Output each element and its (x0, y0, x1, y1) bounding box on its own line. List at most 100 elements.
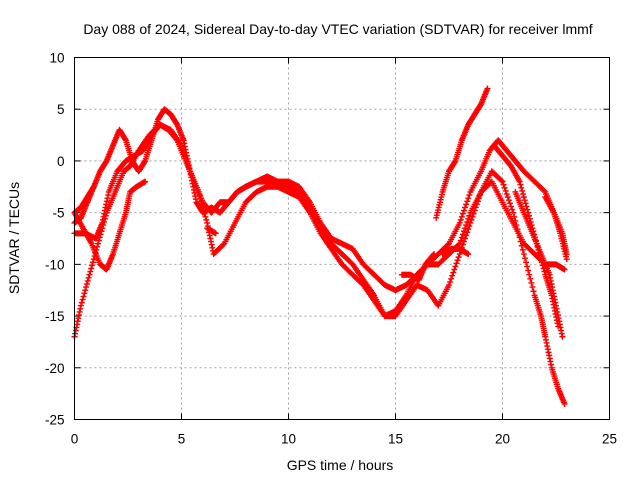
data-point (81, 290, 88, 297)
data-point (541, 187, 548, 194)
data-point (448, 275, 455, 282)
data-point (466, 223, 473, 230)
data-point (499, 178, 506, 185)
series-track-12 (542, 194, 570, 263)
data-point (563, 256, 570, 263)
data-point (456, 251, 463, 258)
data-point (463, 222, 470, 229)
series-track-2 (71, 106, 570, 294)
data-point (522, 200, 529, 207)
data-point (505, 197, 512, 204)
data-point (89, 262, 96, 269)
data-point (519, 187, 526, 194)
axis-ticks (74, 57, 610, 420)
data-point (449, 272, 456, 279)
data-point (455, 254, 462, 261)
data-point (460, 238, 467, 245)
data-points (71, 85, 570, 407)
data-point (90, 256, 97, 263)
x-tick-label: 5 (178, 432, 186, 447)
data-point (520, 251, 527, 258)
data-point (519, 246, 526, 253)
data-point (444, 241, 451, 248)
data-point (452, 263, 459, 270)
x-axis-label: GPS time / hours (287, 457, 394, 473)
data-point (464, 229, 471, 236)
data-point (469, 213, 476, 220)
data-point (517, 181, 524, 188)
data-point (521, 197, 528, 204)
data-point (173, 136, 180, 143)
data-point (516, 178, 523, 185)
y-tick-label: 10 (49, 51, 64, 66)
data-point (502, 187, 509, 194)
data-point (498, 177, 505, 184)
data-point (466, 212, 473, 219)
series-track-8 (398, 251, 438, 283)
data-point (521, 255, 528, 262)
data-point (465, 251, 472, 258)
data-point (464, 218, 471, 225)
data-point (453, 260, 460, 267)
data-point (518, 184, 525, 191)
data-point (465, 215, 472, 222)
data-point (446, 282, 452, 289)
data-point (451, 266, 458, 273)
data-point (509, 206, 516, 213)
data-point (524, 206, 531, 213)
data-point (526, 271, 533, 278)
data-point (468, 216, 475, 223)
data-point (84, 277, 91, 284)
data-point (88, 265, 95, 272)
data-point (559, 333, 566, 340)
data-point (86, 271, 93, 278)
data-point (464, 198, 471, 205)
data-point (82, 287, 89, 294)
data-point (95, 240, 102, 247)
data-point (506, 200, 513, 207)
data-point (503, 191, 510, 198)
series-track-3 (71, 121, 568, 320)
x-tick-label: 25 (602, 432, 617, 447)
x-tick-label: 20 (495, 432, 510, 447)
data-point (78, 299, 85, 306)
x-tick-label: 10 (281, 432, 296, 447)
y-tick-label: -20 (45, 361, 65, 376)
data-point (462, 225, 469, 232)
data-point (430, 252, 437, 259)
data-point (202, 213, 209, 220)
data-point (456, 219, 463, 226)
data-point (541, 268, 548, 275)
series-track-6 (204, 225, 219, 237)
y-tick-labels: -25 -20 -15 -10 -5 0 5 10 (45, 51, 65, 428)
data-point (523, 259, 530, 266)
data-point (470, 210, 477, 217)
data-point (459, 210, 466, 217)
data-point (462, 235, 469, 242)
data-point (527, 275, 534, 282)
data-point (85, 274, 92, 281)
data-point (450, 269, 457, 276)
data-point (220, 241, 227, 248)
data-point (459, 231, 466, 238)
series-track-7 (433, 85, 491, 221)
data-point (463, 232, 470, 239)
data-point (526, 212, 533, 219)
data-point (457, 216, 464, 223)
data-point (466, 192, 473, 199)
data-point (80, 293, 87, 300)
series-track-11 (512, 188, 566, 340)
data-point (530, 288, 537, 295)
data-point (523, 203, 530, 210)
data-point (520, 194, 527, 201)
data-point (528, 279, 535, 286)
y-tick-label: -15 (45, 309, 65, 324)
data-point (510, 209, 517, 216)
data-point (94, 243, 101, 250)
y-axis-label: SDTVAR / TECUs (6, 182, 22, 294)
series-track-9 (439, 245, 472, 258)
data-point (431, 251, 438, 258)
data-point (460, 207, 467, 214)
data-point (465, 226, 472, 233)
